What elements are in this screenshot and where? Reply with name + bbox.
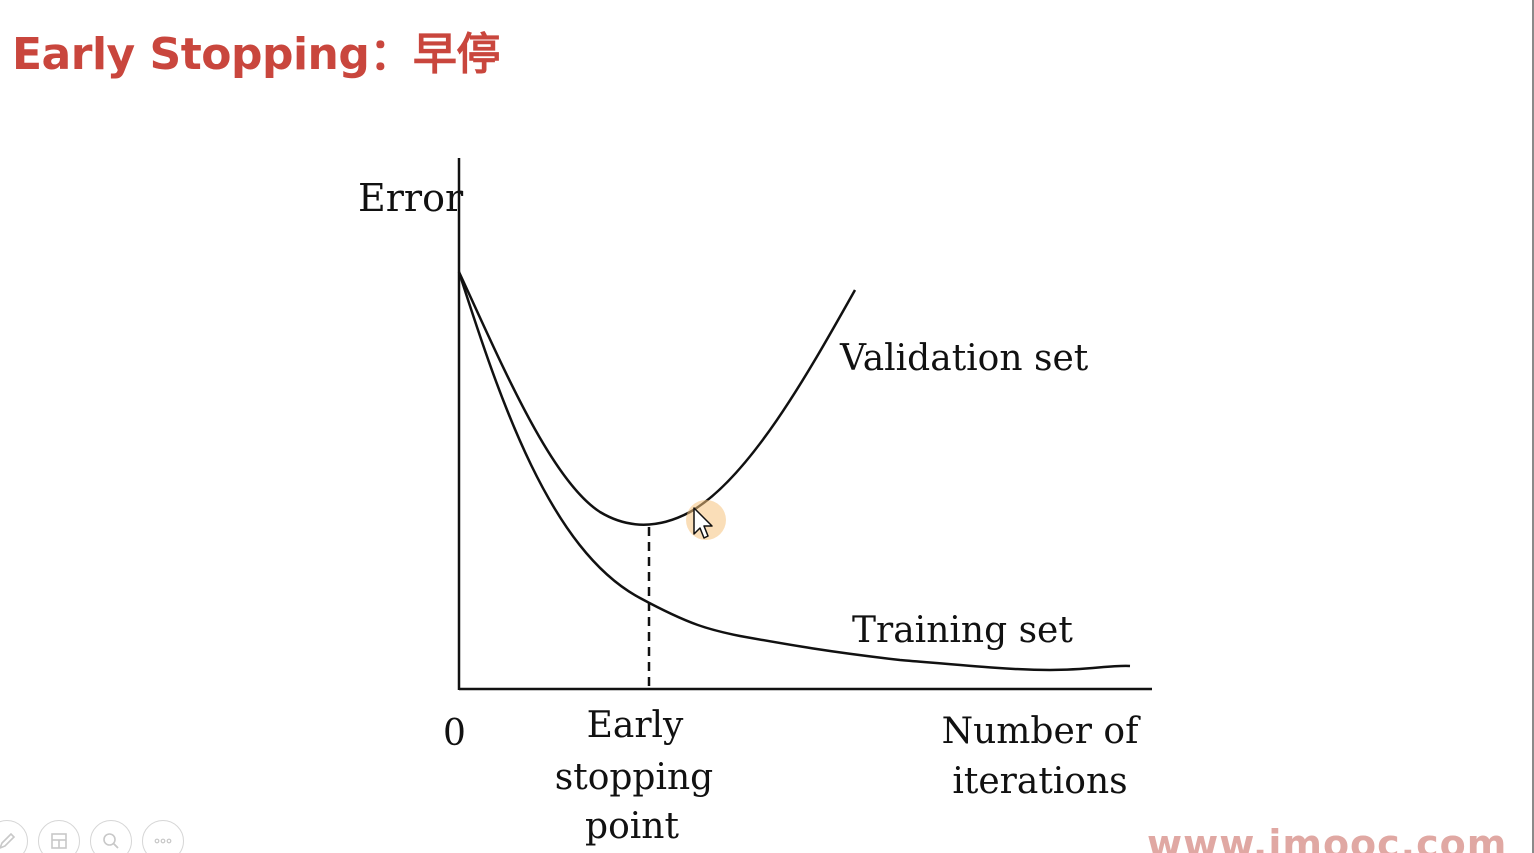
- zoom-tool-button[interactable]: [90, 820, 132, 853]
- slides-icon: [51, 833, 67, 849]
- more-tool-button[interactable]: [142, 820, 184, 853]
- x-axis-label-line2: iterations: [952, 761, 1127, 802]
- slide-title: Early Stopping：早停: [12, 29, 500, 80]
- origin-label: 0: [443, 713, 466, 754]
- y-axis-label: Error: [358, 176, 464, 220]
- window-edge: [1532, 0, 1534, 853]
- more-icon: [154, 838, 172, 844]
- presentation-toolbar: [0, 820, 184, 853]
- validation-curve-label: Validation set: [839, 338, 1089, 379]
- early-stop-label-line3: point: [585, 806, 679, 847]
- mouse-cursor-icon: [693, 507, 713, 539]
- validation-curve: [457, 271, 857, 526]
- x-axis-label-line1: Number of: [942, 711, 1141, 752]
- pen-tool-button[interactable]: [0, 820, 28, 853]
- training-curve: [457, 271, 1131, 672]
- early-stop-label-line2: stopping: [555, 757, 713, 798]
- pen-icon: [0, 832, 16, 849]
- zoom-icon: [103, 833, 119, 849]
- watermark: www.imooc.com: [1147, 822, 1508, 853]
- slides-tool-button[interactable]: [38, 820, 80, 853]
- early-stop-label-line1: Early: [587, 705, 684, 746]
- training-curve-label: Training set: [852, 610, 1073, 651]
